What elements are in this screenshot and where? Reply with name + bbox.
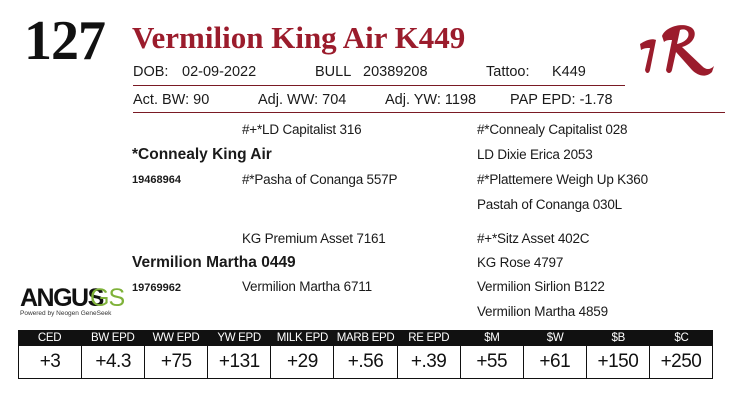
epd-table-header: CED BW EPD WW EPD YW EPD MILK EPD MARB E…: [18, 330, 713, 346]
epd-header-dollar-w: $W: [546, 332, 564, 344]
epd-header-dollar-m: $M: [484, 332, 500, 344]
tattoo-value: K449: [552, 64, 586, 80]
adjusted-weaning-weight: Adj. WW: 704: [258, 92, 347, 108]
epd-header-bw: BW EPD: [90, 332, 135, 344]
sire-dam-dam: Pastah of Conanga 030L: [477, 197, 622, 212]
epd-header-yw: YW EPD: [217, 332, 261, 344]
epd-header-dollar-c: $C: [674, 332, 689, 344]
ranch-logo-icon: [640, 25, 714, 76]
epd-value-re: +.39: [396, 346, 460, 378]
registration-number: 20389208: [363, 64, 428, 80]
dam-sire-dam: KG Rose 4797: [477, 255, 564, 270]
adjusted-yearling-weight: Adj. YW: 1198: [385, 92, 477, 108]
epd-header-re: RE EPD: [408, 332, 450, 344]
angus-logo-tagline: Powered by Neogen GeneSeek: [20, 310, 112, 317]
epd-table: CED BW EPD WW EPD YW EPD MILK EPD MARB E…: [18, 330, 713, 380]
dob-label: DOB:: [133, 64, 169, 80]
sire-sire-sire: #*Connealy Capitalist 028: [477, 122, 628, 137]
dam-name: Vermilion Martha 0449: [132, 254, 296, 271]
epd-table-values: +3 +4.3 +75 +131 +29 +.56 +.39 +55 +61 +…: [18, 346, 713, 379]
epd-header-dollar-b: $B: [611, 332, 626, 344]
performance-divider: [133, 112, 725, 113]
epd-value-dollar-w: +61: [522, 346, 586, 378]
epd-value-yw: +131: [207, 346, 270, 378]
sire-sire-dam: LD Dixie Erica 2053: [477, 147, 593, 162]
dam-sire: KG Premium Asset 7161: [242, 231, 386, 246]
dam-sire-sire: #+*Sitz Asset 402C: [477, 231, 590, 246]
tattoo-label: Tattoo:: [486, 64, 530, 80]
epd-value-dollar-c: +250: [648, 346, 712, 378]
epd-value-milk: +29: [270, 346, 333, 378]
sire-dam-sire: #*Plattemere Weigh Up K360: [477, 172, 648, 187]
angus-gs-logo: ANGUS GS Powered by Neogen GeneSeek: [20, 284, 125, 320]
dob-value: 02-09-2022: [182, 64, 257, 80]
angus-logo-word: ANGUS: [20, 284, 104, 312]
epd-header-marb: MARB EPD: [336, 332, 395, 344]
epd-value-bw: +4.3: [81, 346, 144, 378]
dam-dam-sire: Vermilion Sirlion B122: [477, 279, 605, 294]
epd-value-ced: +3: [39, 351, 61, 372]
epd-value-dollar-m: +55: [459, 346, 523, 378]
sex-label: BULL: [315, 64, 352, 80]
gs-logo-word: GS: [90, 284, 125, 312]
dam-registration: 19769962: [132, 282, 181, 294]
lot-number: 127: [24, 10, 106, 72]
dam-dam: Vermilion Martha 6711: [242, 279, 372, 294]
epd-header-milk: MILK EPD: [276, 332, 329, 344]
epd-header-ced: CED: [37, 332, 62, 344]
epd-header-ww: WW EPD: [152, 332, 200, 344]
sire-registration: 19468964: [132, 174, 181, 186]
dam-dam-dam: Vermilion Martha 4859: [477, 304, 608, 319]
header-divider: [133, 85, 625, 86]
animal-name: Vermilion King Air K449: [132, 20, 466, 55]
epd-value-ww: +75: [144, 346, 207, 378]
sire-sire: #+*LD Capitalist 316: [242, 122, 362, 137]
sire-dam: #*Pasha of Conanga 557P: [242, 172, 398, 187]
epd-value-marb: +.56: [333, 346, 396, 378]
sire-name: *Connealy King Air: [132, 146, 272, 163]
epd-value-dollar-b: +150: [585, 346, 649, 378]
pap-epd: PAP EPD: -1.78: [510, 92, 613, 108]
actual-birth-weight: Act. BW: 90: [133, 92, 210, 108]
